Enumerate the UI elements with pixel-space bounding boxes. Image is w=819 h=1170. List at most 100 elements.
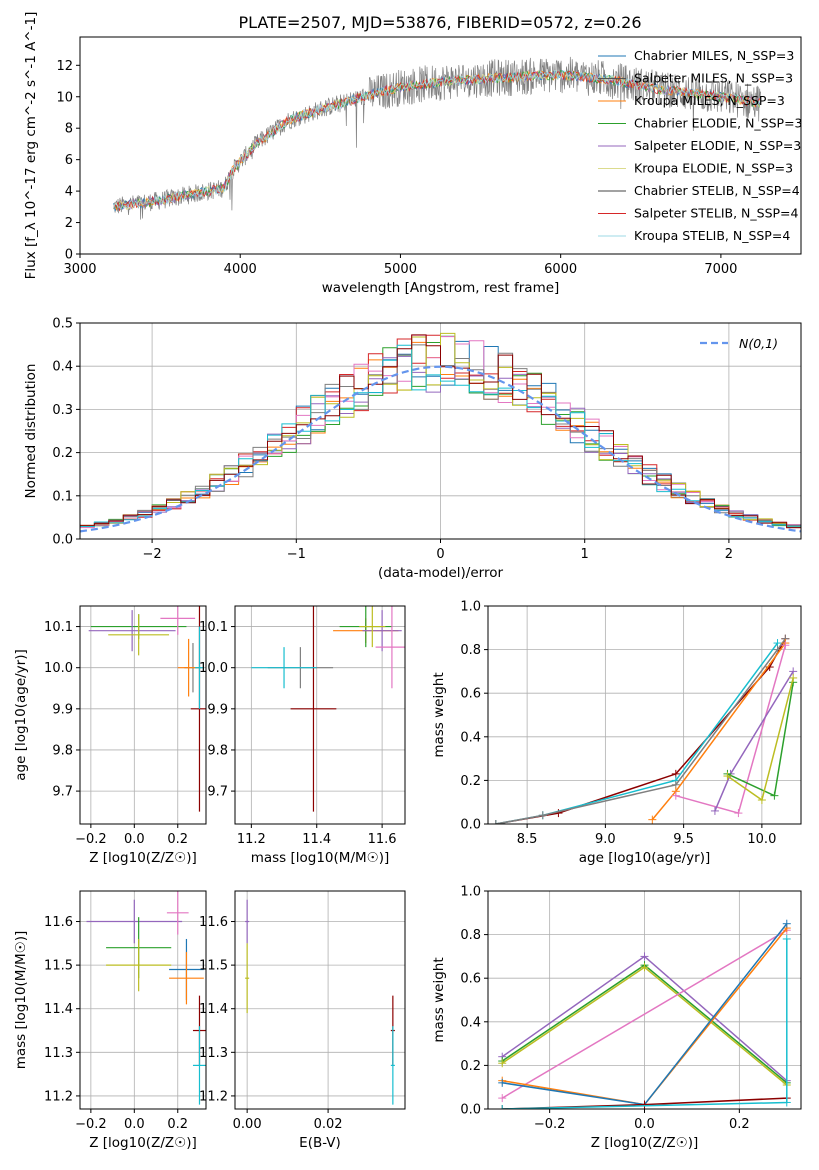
- x-tick-label: 10.0: [747, 832, 776, 847]
- x-tick-label: 3000: [63, 262, 96, 277]
- weight-line: [727, 682, 794, 797]
- model-line-7: [113, 70, 761, 212]
- plot-area-spectrum: [113, 56, 761, 220]
- weight-line: [495, 638, 787, 824]
- plot-area-residuals: [80, 332, 801, 539]
- axes-frame: [79, 605, 207, 825]
- y-tick-label: 0.5: [52, 317, 73, 332]
- plot-area-mass-vs-ebv: [245, 899, 395, 1105]
- y-tick-label: 9.7: [52, 785, 73, 800]
- y-tick-label: 0.0: [460, 818, 481, 833]
- spectrum-legend: Chabrier MILES, N_SSP=3 Salpeter MILES, N…: [598, 48, 803, 243]
- x-tick-label: −0.2: [75, 1117, 107, 1132]
- axes-frame: [79, 890, 207, 1110]
- plot-area-weight-vs-age: [491, 634, 798, 824]
- y-axis-label: mass weight: [431, 672, 447, 757]
- y-tick-label: 12: [56, 59, 73, 74]
- y-tick-label: 0: [65, 248, 73, 263]
- legend-label: Kroupa MILES, N_SSP=3: [634, 93, 785, 108]
- axes-weight-vs-age: 8.5 9.0 9.5 10.0 0.0 0.2 0.4 0.6 0.8 1.0 age [log1…: [431, 600, 802, 866]
- y-axis-label: mass weight: [431, 957, 447, 1042]
- x-tick-label: 9.0: [595, 832, 616, 847]
- y-tick-label: 11.4: [199, 1002, 228, 1017]
- y-tick-label: 0.1: [52, 489, 73, 504]
- y-tick-label: 6: [65, 153, 73, 168]
- x-axis-label: (data-model)/error: [378, 565, 504, 581]
- y-tick-label: 0.2: [460, 1059, 481, 1074]
- y-tick-label: 11.5: [199, 959, 228, 974]
- axes-mass-vs-ebv: 0.00 0.02 11.2 11.3 11.4 11.5 11.6 E(B-V): [199, 890, 406, 1151]
- x-tick-label: 0.0: [124, 1117, 145, 1132]
- axes-frame: [234, 890, 406, 1110]
- figure-panels: 3000 4000 5000 6000 7000024681012wavelength …: [13, 12, 803, 1151]
- legend-label: Chabrier MILES, N_SSP=3: [634, 48, 794, 63]
- axes-mass-vs-Z: −0.2 0.0 0.2 11.2 11.3 11.4 11.5 11.6 Z [log10(Z…: [13, 890, 207, 1151]
- y-tick-label: 9.8: [52, 743, 73, 758]
- histogram-step-9: [80, 334, 801, 539]
- x-tick-label: 11.2: [237, 832, 266, 847]
- x-tick-label: 1: [581, 547, 589, 562]
- x-tick-label: 9.5: [673, 832, 694, 847]
- axes-frame: [487, 605, 802, 825]
- y-tick-label: 11.5: [44, 959, 73, 974]
- x-axis-label: age [log10(age/yr)]: [579, 850, 711, 866]
- axes-frame: [234, 605, 406, 825]
- y-tick-label: 2: [65, 216, 73, 231]
- axes-age-vs-mass: 11.2 11.4 11.6 9.7 9.8 9.9 10.0 10.1 mass [log10…: [199, 605, 406, 866]
- legend-label: Chabrier STELIB, N_SSP=4: [634, 183, 800, 198]
- x-tick-label: 11.6: [368, 832, 397, 847]
- x-tick-label: 0.2: [729, 1117, 750, 1132]
- y-tick-label: 10.1: [44, 620, 73, 635]
- y-tick-label: 0.6: [460, 687, 481, 702]
- axes-age-vs-Z: −0.2 0.0 0.2 9.7 9.8 9.9 10.0 10.1 Z [log10(Z/Z☉…: [13, 605, 207, 866]
- y-tick-label: 0.0: [460, 1103, 481, 1118]
- x-tick-label: 0.02: [314, 1117, 343, 1132]
- y-tick-label: 0.4: [52, 360, 73, 375]
- y-tick-label: 0.2: [460, 774, 481, 789]
- x-tick-label: 11.4: [302, 832, 331, 847]
- weight-line: [495, 638, 787, 824]
- y-tick-label: 0.6: [460, 972, 481, 987]
- x-axis-label: Z [log10(Z/Z☉)]: [591, 1135, 699, 1151]
- weight-line: [651, 642, 787, 821]
- y-tick-label: 0.4: [460, 730, 481, 745]
- plot-area-age-vs-Z: [88, 606, 206, 812]
- normal-reference-curve: [80, 365, 801, 533]
- y-tick-label: 8: [65, 122, 73, 137]
- y-tick-label: 4: [65, 185, 73, 200]
- y-tick-label: 9.9: [52, 702, 73, 717]
- x-tick-label: 0.00: [233, 1117, 262, 1132]
- y-tick-label: 0.8: [460, 928, 481, 943]
- legend-label-normal: N(0,1): [739, 336, 778, 351]
- x-tick-label: 8.5: [517, 832, 538, 847]
- plot-area-mass-vs-Z: [86, 891, 206, 1105]
- weight-line: [675, 644, 787, 815]
- plot-area-age-vs-mass: [251, 606, 405, 812]
- y-tick-label: 1.0: [460, 600, 481, 615]
- axes-frame: [79, 36, 802, 255]
- x-axis-label: E(B-V): [299, 1135, 341, 1151]
- model-line-8: [113, 69, 761, 211]
- legend-label: Salpeter ELODIE, N_SSP=3: [634, 138, 801, 153]
- y-tick-label: 11.6: [199, 915, 228, 930]
- x-tick-label: 2: [725, 547, 733, 562]
- y-axis-label: Normed distribution: [23, 364, 39, 499]
- axes-residuals: −2 −1 0 1 2 0.0 0.1 0.2 0.3 0.4 0.5 (data-model)/er…: [23, 317, 802, 581]
- x-axis-label: wavelength [Angstrom, rest frame]: [322, 280, 560, 296]
- y-tick-label: 11.3: [44, 1046, 73, 1061]
- y-tick-label: 1.0: [460, 885, 481, 900]
- axes-weight-vs-Z: −0.2 0.0 0.2 0.0 0.2 0.4 0.6 0.8 1.0 Z [log10(Z/Z…: [431, 885, 802, 1151]
- y-tick-label: 10.0: [199, 661, 228, 676]
- y-axis-label: age [log10(age/yr)]: [13, 649, 29, 781]
- legend-label: Chabrier ELODIE, N_SSP=3: [634, 116, 803, 131]
- y-tick-label: 9.8: [207, 743, 228, 758]
- x-tick-label: 0.2: [167, 832, 188, 847]
- y-tick-label: 11.6: [44, 915, 73, 930]
- legend-label: Salpeter STELIB, N_SSP=4: [634, 206, 799, 221]
- x-tick-label: 5000: [384, 262, 417, 277]
- x-tick-label: 0.2: [167, 1117, 188, 1132]
- y-tick-label: 10: [56, 90, 73, 105]
- legend-label: Kroupa STELIB, N_SSP=4: [634, 228, 790, 243]
- x-tick-label: 0: [436, 547, 444, 562]
